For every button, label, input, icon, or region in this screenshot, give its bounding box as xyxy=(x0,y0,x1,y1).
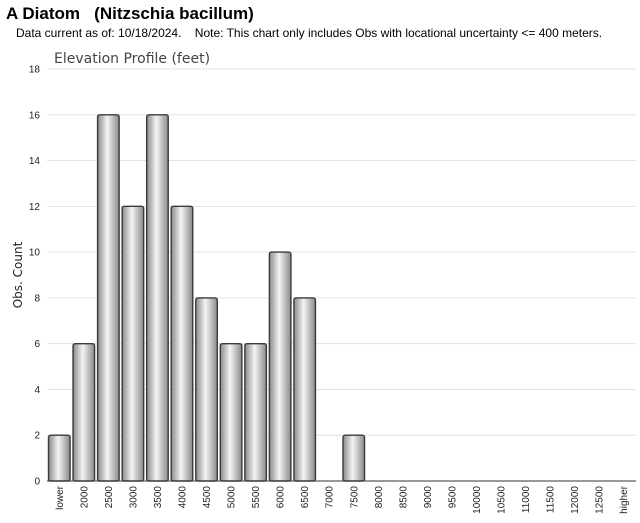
x-tick-label: 3000 xyxy=(128,486,139,509)
x-tick-label: 12000 xyxy=(570,486,581,514)
page-title: A Diatom (Nitzschia bacillum) xyxy=(6,4,254,23)
y-axis-label: Obs. Count xyxy=(11,241,25,308)
y-tick-label: 18 xyxy=(29,65,41,76)
grid-lines xyxy=(47,68,636,436)
x-tick-label: 7000 xyxy=(325,486,336,509)
bar-6000[interactable] xyxy=(268,251,292,482)
x-tick-label: 11000 xyxy=(521,486,532,514)
y-tick-label: 12 xyxy=(29,202,41,213)
y-tick-label: 8 xyxy=(34,293,40,304)
bar-3500[interactable] xyxy=(145,114,169,482)
chart-title: Elevation Profile (feet) xyxy=(54,51,210,67)
x-tick-label: 10000 xyxy=(472,486,483,514)
x-tick-label: 2500 xyxy=(104,486,115,509)
x-tick-label: 9000 xyxy=(423,486,434,509)
x-tick-label: higher xyxy=(619,485,630,513)
y-tick-label: 4 xyxy=(34,385,40,396)
x-tick-label: 7500 xyxy=(349,486,360,509)
x-tick-label: 11500 xyxy=(546,486,557,514)
bar-6500[interactable] xyxy=(293,297,317,482)
x-tick-label: 4500 xyxy=(202,486,213,509)
y-tick-label: 14 xyxy=(29,156,41,167)
x-tick-label: lower xyxy=(55,485,66,510)
x-tick-label: 3500 xyxy=(153,486,164,509)
x-tick-labels: lower 2000 2500 3000 3500 4000 4500 5000 5500 600… xyxy=(55,485,630,513)
bar-2500[interactable] xyxy=(96,114,120,482)
x-tick-label: 4000 xyxy=(177,486,188,509)
y-tick-label: 16 xyxy=(29,110,41,121)
bar-2000[interactable] xyxy=(72,342,96,482)
x-tick-label: 12500 xyxy=(595,486,606,514)
bar-lower[interactable] xyxy=(47,434,71,482)
x-tick-label: 5500 xyxy=(251,486,262,509)
y-tick-label: 2 xyxy=(34,431,40,442)
x-tick-label: 10500 xyxy=(497,486,508,514)
bars xyxy=(47,114,366,482)
x-tick-label: 5000 xyxy=(227,486,238,509)
y-tick-label: 10 xyxy=(29,248,41,259)
bar-4500[interactable] xyxy=(195,297,218,482)
y-tick-labels: 0 2 4 6 8 10 12 14 16 18 xyxy=(29,65,41,488)
bar-4000[interactable] xyxy=(170,205,194,482)
y-tick-label: 0 xyxy=(34,477,40,488)
x-tick-label: 6500 xyxy=(300,486,311,509)
x-tick-label: 8500 xyxy=(398,486,409,509)
bar-3000[interactable] xyxy=(121,205,145,482)
x-tick-label: 9500 xyxy=(447,486,458,509)
x-tick-label: 6000 xyxy=(276,486,287,509)
x-tick-label: 8000 xyxy=(374,486,385,509)
y-tick-label: 6 xyxy=(34,339,40,350)
x-tick-label: 2000 xyxy=(79,486,90,509)
bar-5000[interactable] xyxy=(219,342,243,482)
bar-5500[interactable] xyxy=(244,342,268,482)
page-subtitle: Data current as of: 10/18/2024. Note: Th… xyxy=(16,26,603,40)
bar-7500[interactable] xyxy=(342,434,366,482)
